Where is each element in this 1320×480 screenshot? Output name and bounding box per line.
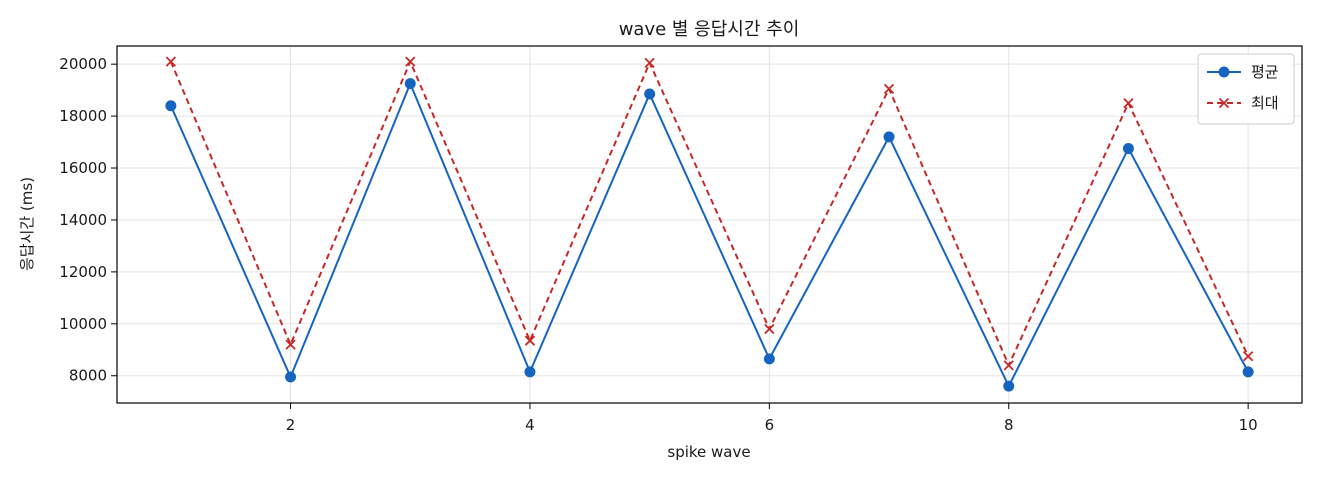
data-point <box>883 83 895 94</box>
plot-area-frame <box>116 45 1303 404</box>
series-max <box>165 56 1254 371</box>
data-point <box>644 88 656 100</box>
x-tick-label: 6 <box>765 416 775 434</box>
data-point <box>524 366 536 378</box>
data-point <box>165 56 177 67</box>
y-tick-label: 16000 <box>59 159 107 177</box>
legend-item: 평균 <box>1207 63 1279 81</box>
y-tick-label: 12000 <box>59 263 107 281</box>
data-point <box>524 335 536 346</box>
y-axis-title: 응답시간 (ms) <box>18 177 36 271</box>
x-tick-label: 10 <box>1239 416 1258 434</box>
data-point <box>165 100 177 112</box>
data-point <box>883 131 895 143</box>
x-tick-label: 8 <box>1004 416 1014 434</box>
data-point <box>1123 97 1134 109</box>
data-point <box>1003 380 1015 392</box>
series-layer <box>165 56 1254 392</box>
series-mean <box>165 78 1254 392</box>
data-point <box>404 78 416 90</box>
legend-label: 평균 <box>1251 63 1279 81</box>
data-point <box>1122 143 1134 155</box>
y-tick-label: 14000 <box>59 211 107 229</box>
legend-item: 최대 <box>1207 94 1279 112</box>
y-tick-label: 20000 <box>59 55 107 73</box>
data-point <box>1242 351 1254 362</box>
series-line <box>169 60 1250 367</box>
data-point <box>764 323 775 335</box>
chart-title: wave 별 응답시간 추이 <box>619 19 800 40</box>
x-axis-title: spike wave <box>667 443 750 461</box>
axes: 2 4 6 8 10 8000 10000 12000 14000 16000 18000 20000 <box>59 55 1257 434</box>
data-point <box>405 56 416 67</box>
data-point <box>285 371 297 383</box>
series-line <box>169 82 1250 388</box>
data-point <box>644 57 655 69</box>
x-tick-label: 4 <box>525 416 535 434</box>
data-point <box>763 353 775 365</box>
legend-frame <box>1197 53 1295 125</box>
legend-marker <box>1218 66 1230 78</box>
data-point <box>1242 366 1254 378</box>
y-tick-label: 10000 <box>59 315 107 333</box>
x-tick-label: 2 <box>286 416 296 434</box>
grid <box>117 46 1302 403</box>
data-point <box>1003 360 1014 371</box>
legend-marker <box>1218 97 1230 109</box>
legend-label: 최대 <box>1251 94 1279 112</box>
y-tick-label: 18000 <box>59 107 107 125</box>
y-tick-label: 8000 <box>69 367 107 385</box>
data-point <box>285 339 296 350</box>
